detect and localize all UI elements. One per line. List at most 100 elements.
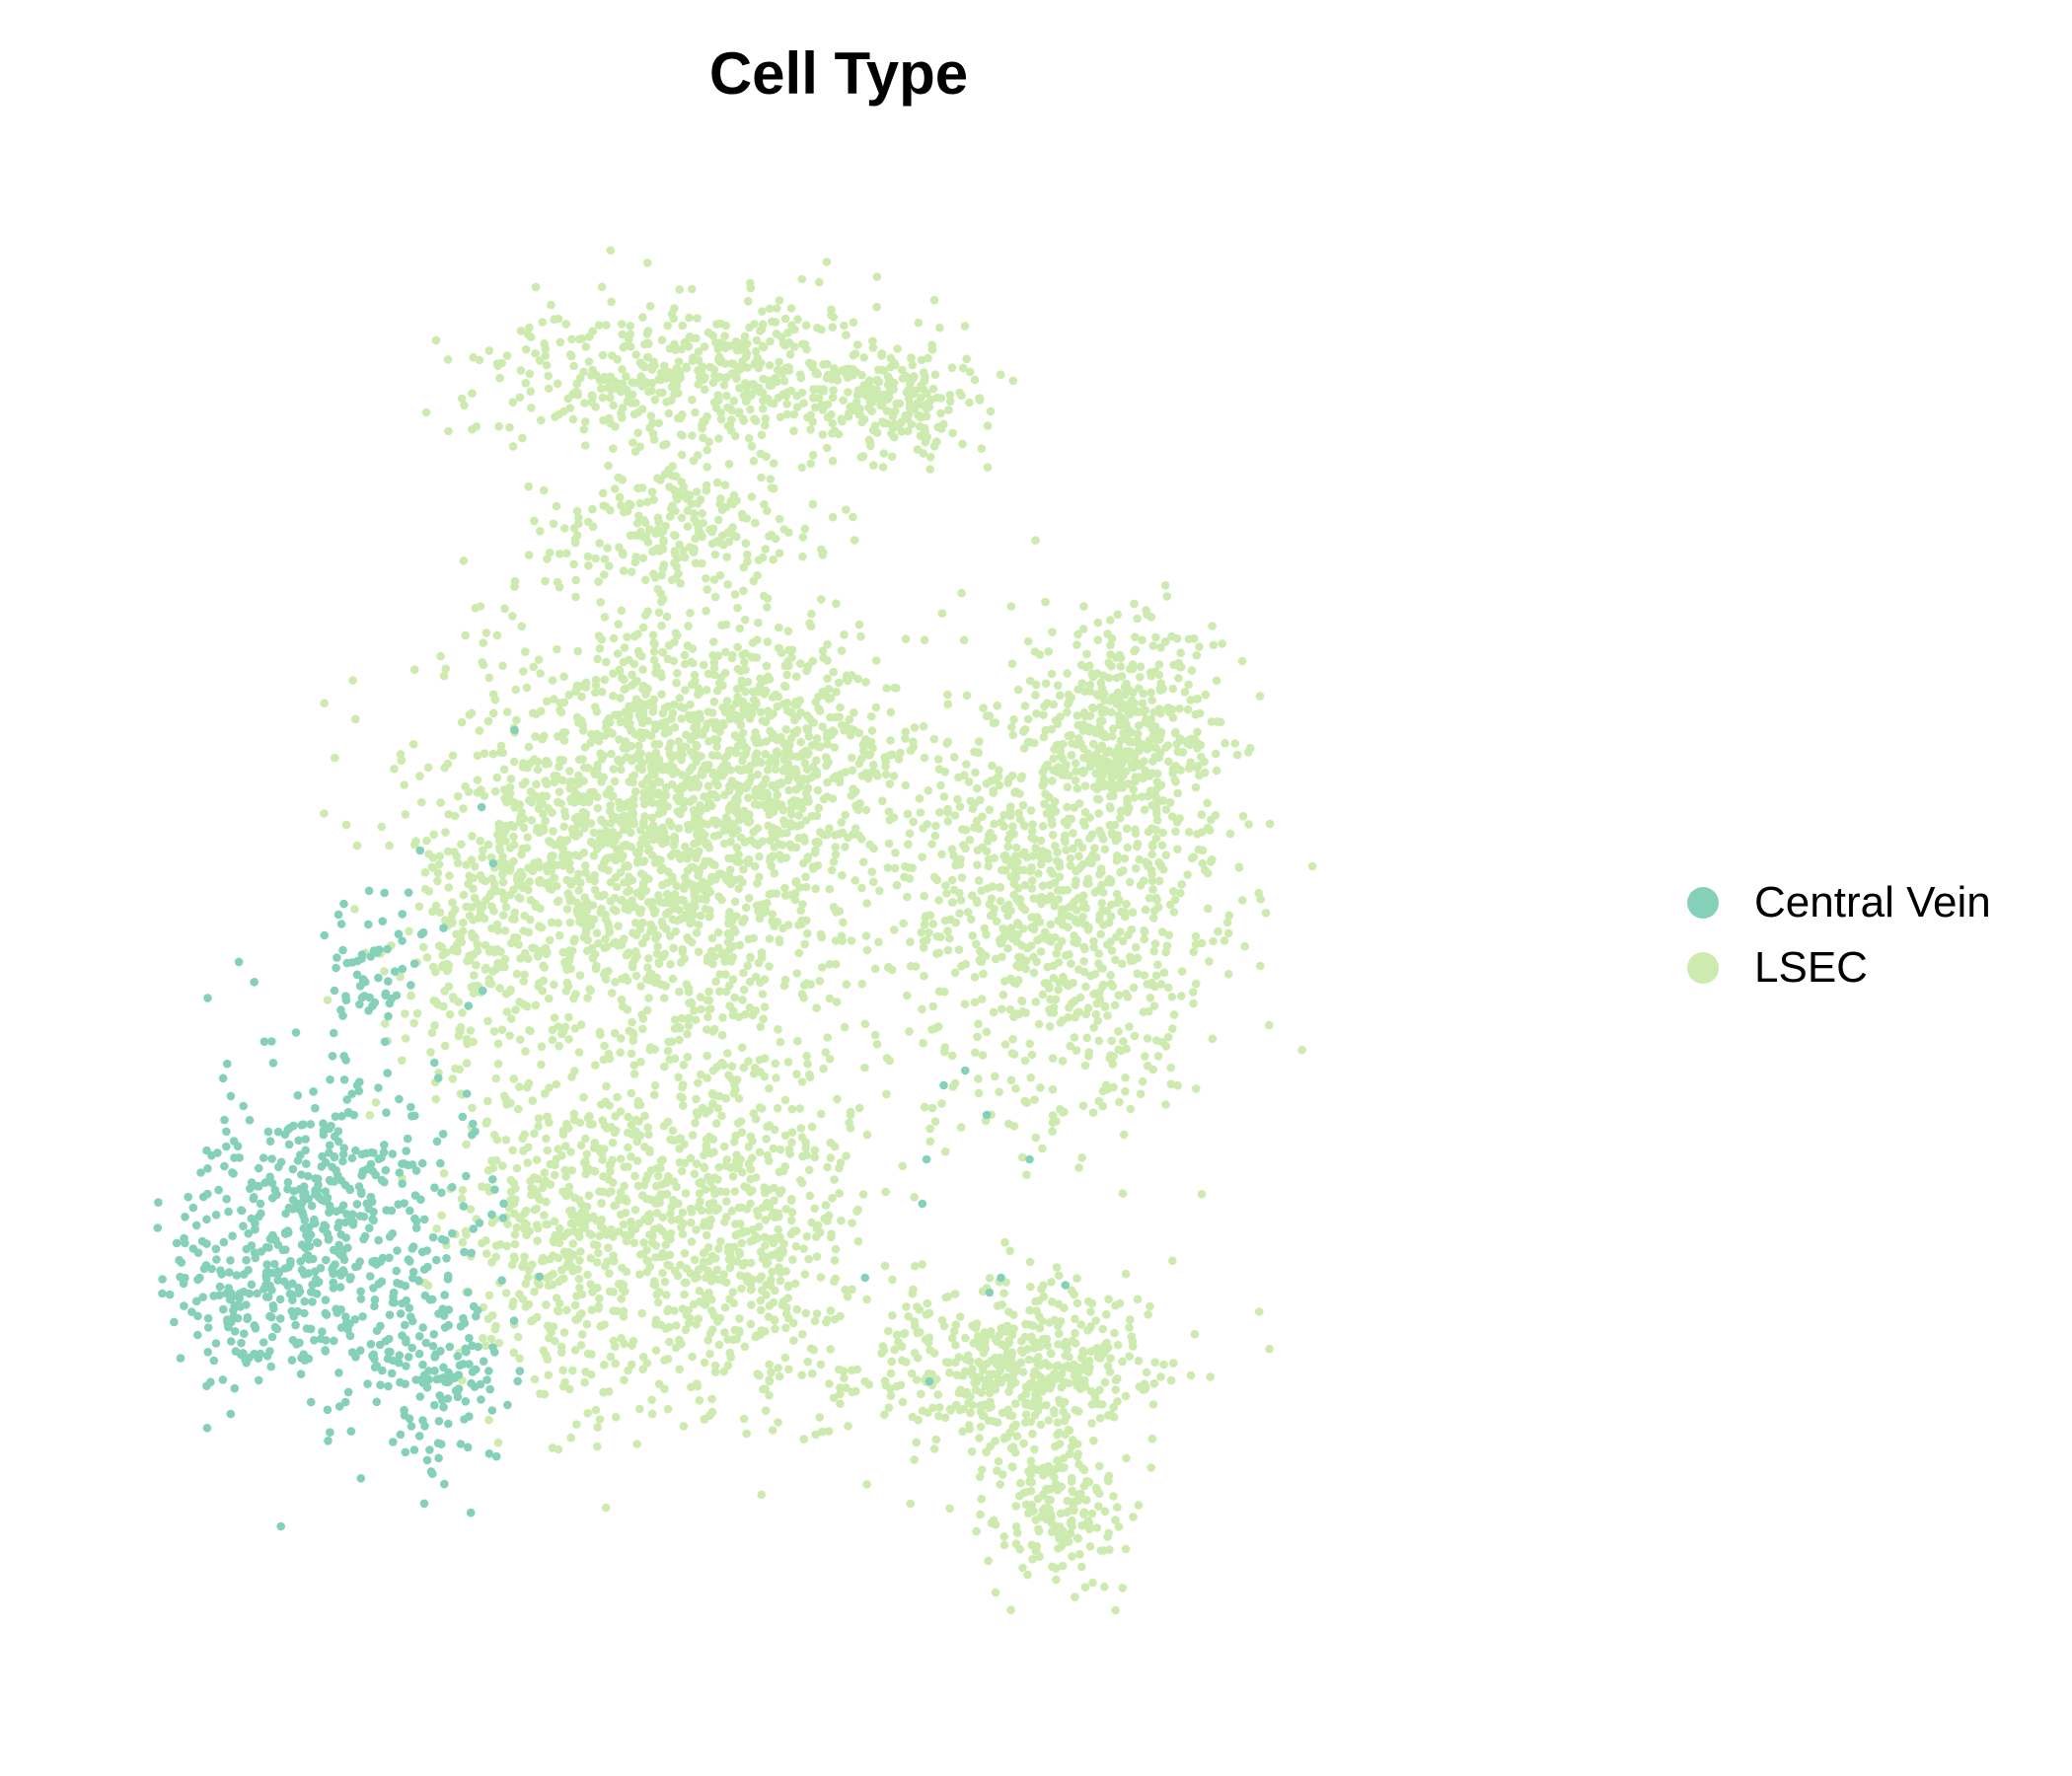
scatter-point-lsec [1097,899,1106,908]
scatter-point-lsec [719,1367,728,1376]
scatter-point-lsec [599,1055,609,1065]
scatter-point-lsec [1048,1127,1057,1136]
scatter-point-lsec [443,759,453,769]
scatter-point-lsec [1131,863,1141,873]
scatter-point-lsec [658,839,667,849]
scatter-point-lsec [515,1082,524,1091]
scatter-point-lsec [548,808,556,817]
scatter-point-lsec [781,1302,791,1312]
scatter-point-lsec [693,1110,703,1120]
scatter-point-lsec [703,884,712,894]
scatter-point-lsec [878,796,887,805]
scatter-point-lsec [726,426,736,435]
scatter-point-lsec [470,893,480,903]
scatter-point-lsec [651,668,660,678]
scatter-point-lsec [658,807,668,816]
scatter-point-lsec [596,598,605,607]
scatter-point-lsec [617,995,627,1004]
scatter-point-lsec [744,1159,754,1168]
scatter-point-lsec [657,690,666,699]
scatter-point-lsec [937,609,947,618]
scatter-point-lsec [910,723,920,732]
scatter-point-lsec [866,383,876,393]
scatter-point-lsec [613,649,623,658]
scatter-point-lsec [717,771,727,780]
scatter-point-lsec [581,417,590,426]
scatter-point-lsec [665,1250,675,1260]
scatter-point-lsec [769,555,777,564]
scatter-point-lsec [619,1312,629,1321]
scatter-point-lsec [882,684,891,693]
scatter-point-lsec [844,411,853,421]
scatter-point-lsec [607,791,617,800]
scatter-point-lsec [726,496,736,506]
scatter-point-lsec [488,708,498,718]
scatter-point-lsec [681,1189,691,1198]
scatter-point-lsec [660,1277,670,1287]
scatter-point-lsec [923,432,931,441]
scatter-point-lsec [766,336,775,346]
scatter-point-lsec [829,667,838,677]
scatter-point-lsec [747,442,757,451]
scatter-point-lsec [889,925,899,934]
scatter-point-lsec [625,872,633,882]
scatter-point-lsec [700,1415,709,1424]
scatter-point-lsec [1193,727,1202,737]
scatter-point-lsec [774,643,783,653]
scatter-point-lsec [1061,831,1070,841]
scatter-point-lsec [604,1243,613,1252]
scatter-point-lsec [509,840,519,850]
scatter-point-lsec [647,813,657,823]
scatter-point-lsec [536,415,546,425]
scatter-point-lsec [705,525,714,534]
scatter-point-lsec [1009,1050,1019,1059]
scatter-point-lsec [729,1089,739,1098]
scatter-point-lsec [613,1092,622,1102]
scatter-point-lsec [934,987,944,997]
scatter-point-lsec [857,979,866,989]
scatter-point-lsec [653,1199,663,1208]
scatter-point-lsec [732,843,742,852]
scatter-point-lsec [414,902,424,911]
scatter-point-lsec [789,426,798,436]
scatter-point-lsec [804,1254,813,1264]
scatter-point-lsec [575,1256,584,1265]
scatter-point-lsec [417,797,426,807]
scatter-point-lsec [891,407,900,416]
scatter-point-lsec [962,354,971,364]
scatter-point-lsec [381,1019,390,1028]
scatter-point-lsec [943,700,952,708]
scatter-point-lsec [550,1217,559,1226]
scatter-point-lsec [931,821,940,831]
scatter-point-lsec [634,511,643,520]
scatter-point-lsec [532,1155,542,1164]
scatter-point-lsec [995,780,1004,790]
scatter-point-lsec [567,1165,577,1175]
scatter-point-lsec [796,920,805,929]
scatter-point-lsec [506,938,516,948]
scatter-point-lsec [1189,999,1198,1008]
scatter-point-lsec [800,939,809,949]
scatter-point-lsec [864,751,873,760]
scatter-point-lsec [573,812,582,822]
scatter-point-lsec [694,690,703,700]
scatter-point-lsec [957,588,966,598]
scatter-point-lsec [1032,957,1041,966]
scatter-point-lsec [551,1160,559,1169]
scatter-point-lsec [540,1168,550,1177]
scatter-point-lsec [881,762,890,771]
scatter-point-lsec [830,831,840,840]
scatter-point-lsec [590,949,600,959]
scatter-point-lsec [598,1116,607,1125]
scatter-point-lsec [1188,988,1198,997]
scatter-point-lsec [1120,853,1130,863]
scatter-point-lsec [811,838,820,847]
scatter-point-lsec [577,692,586,702]
scatter-point-lsec [751,518,760,528]
scatter-point-lsec [1237,896,1247,905]
scatter-point-lsec [817,401,827,409]
scatter-point-lsec [808,862,818,871]
scatter-point-lsec [680,650,690,660]
scatter-point-lsec [528,1096,537,1105]
scatter-point-lsec [871,703,881,712]
